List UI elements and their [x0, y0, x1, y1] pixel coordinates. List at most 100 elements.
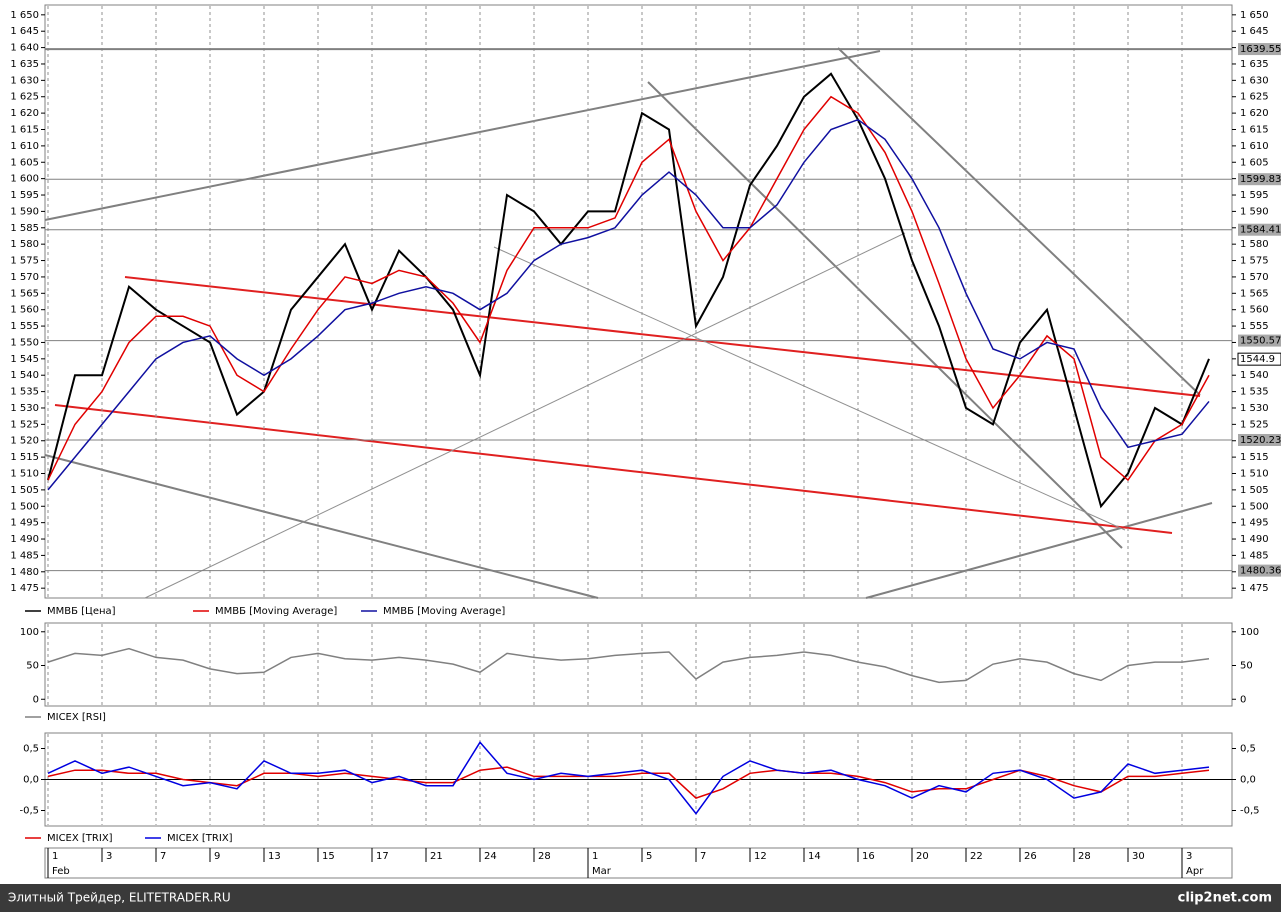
y-tick-label: 1 495	[1240, 518, 1269, 529]
y-tick-label: 1 560	[10, 305, 39, 316]
level-label: 1520.23	[1240, 435, 1281, 446]
trend-line	[837, 47, 1201, 396]
y-tick-label: 1 550	[10, 337, 39, 348]
y-tick-label: 1 535	[10, 387, 39, 398]
footer-left: Элитный Трейдер, ELITETRADER.RU	[8, 891, 231, 905]
level-box	[1238, 173, 1281, 186]
y-tick-label: 1 560	[1240, 305, 1269, 316]
level-box	[1238, 564, 1281, 577]
x-tick-label: 20	[916, 851, 929, 862]
y-tick-label: 1 530	[1240, 403, 1269, 414]
month-label: Mar	[592, 866, 612, 877]
x-tick-label: 1	[592, 851, 598, 862]
legend-label: ММВБ [Цена]	[47, 606, 116, 617]
y-tick-label: 1 545	[10, 354, 39, 365]
y-tick-label: 1 590	[10, 206, 39, 217]
month-label: Apr	[1186, 866, 1204, 877]
y-tick-label: 1 645	[10, 26, 39, 37]
y-tick-label: 0,0	[23, 775, 39, 786]
y-tick-label: 1 580	[1240, 239, 1269, 250]
x-tick-label: 9	[214, 851, 220, 862]
level-box	[1238, 223, 1281, 236]
level-box	[1238, 43, 1281, 56]
y-tick-label: 1 620	[1240, 108, 1269, 119]
y-tick-label: 1 505	[1240, 485, 1269, 496]
y-tick-label: 1 495	[10, 518, 39, 529]
level-box	[1238, 334, 1281, 347]
x-tick-label: 3	[1186, 851, 1192, 862]
level-label: 1550.57	[1240, 336, 1281, 347]
y-tick-label: 1 575	[10, 256, 39, 267]
rsi-panel	[44, 622, 1233, 707]
y-tick-label: 1 475	[1240, 583, 1269, 594]
y-tick-label: 1 575	[1240, 256, 1269, 267]
y-tick-label: 1 505	[10, 485, 39, 496]
y-tick-label: 1 615	[10, 124, 39, 135]
y-tick-label: 1 490	[1240, 534, 1269, 545]
legend-label: ММВБ [Moving Average]	[383, 606, 505, 617]
x-tick-label: 15	[322, 851, 335, 862]
y-tick-label: 50	[1240, 661, 1253, 672]
y-tick-label: 1 605	[1240, 157, 1269, 168]
series-line	[47, 647, 1210, 684]
level-label: 1599.83	[1240, 174, 1281, 185]
y-tick-label: 1 635	[10, 59, 39, 70]
x-tick-label: 24	[484, 851, 497, 862]
y-tick-label: 1 600	[10, 174, 39, 185]
y-tick-label: 1 555	[1240, 321, 1269, 332]
x-tick-label: 16	[862, 851, 875, 862]
y-tick-label: 1 475	[10, 583, 39, 594]
y-tick-label: 1 515	[1240, 452, 1269, 463]
y-tick-label: 100	[20, 627, 39, 638]
y-tick-label: 0,5	[23, 744, 39, 755]
footer-bar	[0, 884, 1281, 912]
price-panel	[44, 4, 1233, 599]
y-tick-label: 1 650	[10, 10, 39, 21]
x-tick-label: 3	[106, 851, 112, 862]
x-tick-label: 17	[376, 851, 389, 862]
x-tick-label: 7	[160, 851, 166, 862]
y-tick-label: 1 625	[1240, 92, 1269, 103]
level-label: 1480.36	[1240, 566, 1281, 577]
y-tick-label: 1 485	[10, 550, 39, 561]
y-tick-label: 1 635	[1240, 59, 1269, 70]
y-tick-label: 1 500	[10, 501, 39, 512]
channel-line	[54, 404, 1173, 534]
y-tick-label: 1 555	[10, 321, 39, 332]
y-tick-label: 1 650	[1240, 10, 1269, 21]
y-tick-label: 1 610	[10, 141, 39, 152]
y-tick-label: 1 570	[1240, 272, 1269, 283]
x-tick-label: 7	[700, 851, 706, 862]
y-tick-label: 1 625	[10, 92, 39, 103]
y-tick-label: 1 565	[1240, 288, 1269, 299]
x-tick-label: 30	[1132, 851, 1145, 862]
level-label: 1639.55	[1240, 44, 1281, 55]
y-tick-label: 1 585	[10, 223, 39, 234]
y-tick-label: 1 610	[1240, 141, 1269, 152]
y-tick-label: 1 540	[1240, 370, 1269, 381]
last-price-label: 1544.9	[1240, 354, 1275, 365]
y-tick-label: 1 620	[10, 108, 39, 119]
y-tick-label: 1 605	[10, 157, 39, 168]
y-tick-label: 1 570	[10, 272, 39, 283]
y-tick-label: 1 595	[1240, 190, 1269, 201]
trend-line	[44, 50, 881, 221]
y-tick-label: 1 645	[1240, 26, 1269, 37]
fan-line	[144, 232, 906, 599]
y-tick-label: 1 530	[10, 403, 39, 414]
y-tick-label: 0,0	[1240, 775, 1256, 786]
x-tick-label: 14	[808, 851, 821, 862]
y-tick-label: 1 640	[10, 43, 39, 54]
y-tick-label: 1 510	[10, 469, 39, 480]
level-box	[1238, 433, 1281, 446]
x-tick-label: 22	[970, 851, 983, 862]
series-line	[47, 741, 1210, 815]
y-tick-label: 1 525	[1240, 419, 1269, 430]
legend-label: ММВБ [Moving Average]	[215, 606, 337, 617]
y-tick-label: -0,5	[19, 806, 39, 817]
y-tick-label: 1 590	[1240, 206, 1269, 217]
series-line	[47, 118, 1210, 491]
y-tick-label: 1 490	[10, 534, 39, 545]
